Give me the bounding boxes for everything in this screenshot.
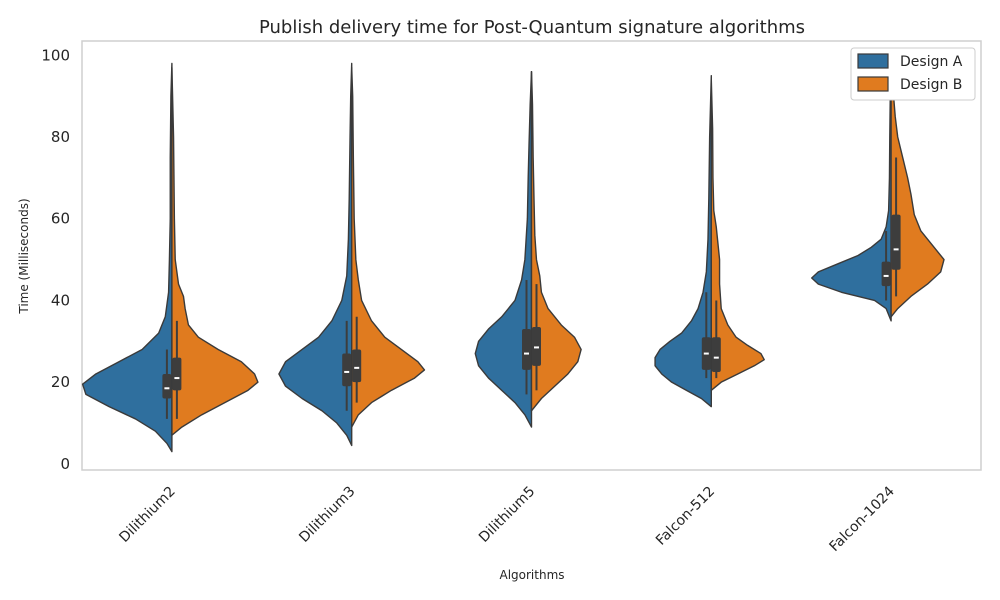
y-axis-ticks: 0 20 40 60 80 100 — [41, 46, 70, 473]
chart-title: Publish delivery time for Post-Quantum s… — [259, 17, 805, 38]
violin-design-b-dilithium5 — [530, 70, 582, 412]
violin-design-b-falcon-1024 — [890, 70, 945, 318]
y-tick-label: 20 — [51, 373, 70, 391]
violin-design-a-dilithium5 — [474, 70, 533, 428]
iqr-box — [352, 349, 362, 383]
y-axis-title: Time (Milliseconds) — [17, 198, 31, 314]
violin-design-a-falcon-512 — [654, 75, 712, 408]
plot-area-frame — [81, 40, 982, 471]
iqr-box — [711, 337, 721, 372]
violin-design-b-dilithium3 — [351, 66, 426, 428]
y-tick-label: 40 — [51, 291, 70, 309]
legend-swatch-design-b — [857, 76, 889, 92]
iqr-box — [522, 329, 531, 370]
violin-design-a-dilithium3 — [278, 62, 353, 447]
iqr-box — [532, 327, 541, 366]
violin-design-a-dilithium2 — [81, 62, 173, 453]
violin-design-b-dilithium2 — [171, 66, 259, 436]
legend-swatch-design-a — [857, 53, 889, 69]
violin-design-a-falcon-1024 — [811, 70, 892, 322]
y-tick-label: 0 — [60, 455, 70, 473]
iqr-box — [162, 373, 172, 399]
y-tick-label: 80 — [51, 128, 70, 146]
iqr-box — [172, 357, 182, 391]
y-tick-label: 100 — [41, 46, 70, 64]
legend-label-design-a: Design A — [900, 54, 963, 70]
legend: Design A Design B — [850, 47, 976, 101]
y-tick-label: 60 — [51, 210, 70, 228]
iqr-box — [342, 353, 352, 387]
violins-layer — [81, 62, 945, 453]
legend-label-design-b: Design B — [900, 77, 962, 93]
iqr-box — [891, 214, 901, 270]
iqr-box — [881, 261, 891, 287]
x-axis-title: Algorithms — [499, 568, 564, 582]
